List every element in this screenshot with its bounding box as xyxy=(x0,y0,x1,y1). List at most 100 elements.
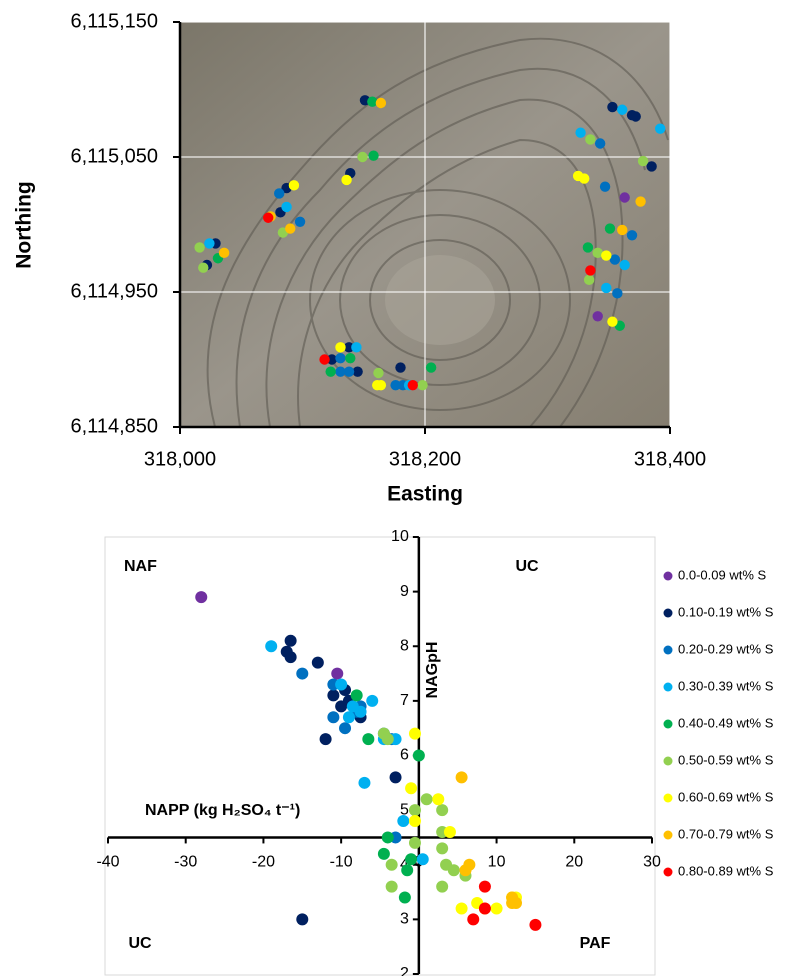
data-point xyxy=(357,152,367,162)
legend-label: 0.80-0.89 wt% S xyxy=(678,863,774,878)
data-point xyxy=(585,134,595,144)
data-point xyxy=(635,196,645,206)
legend-marker xyxy=(664,868,673,877)
data-point xyxy=(579,173,589,183)
legend-label: 0.10-0.19 wt% S xyxy=(678,604,774,619)
data-point xyxy=(409,804,421,816)
x-tick-label: -30 xyxy=(174,854,197,871)
y-tick-label: 6,115,050 xyxy=(71,145,159,167)
data-point xyxy=(327,711,339,723)
data-point xyxy=(289,180,299,190)
y-tick-label: 8 xyxy=(400,637,409,654)
data-point xyxy=(204,238,214,248)
data-point xyxy=(319,354,329,364)
data-point xyxy=(295,217,305,227)
plot-frame xyxy=(105,537,655,975)
data-point xyxy=(607,102,617,112)
x-tick-label: 318,000 xyxy=(144,448,216,470)
data-point xyxy=(285,651,297,663)
data-point xyxy=(335,353,345,363)
data-point xyxy=(456,902,468,914)
data-point xyxy=(619,260,629,270)
legend-label: 0.60-0.69 wt% S xyxy=(678,789,774,804)
legend-label: 0.20-0.29 wt% S xyxy=(678,641,774,656)
data-point xyxy=(194,242,204,252)
data-point xyxy=(358,777,370,789)
data-point xyxy=(281,202,291,212)
data-point xyxy=(405,782,417,794)
legend-marker xyxy=(664,646,673,655)
legend-label: 0.40-0.49 wt% S xyxy=(678,715,774,730)
data-point xyxy=(655,123,665,133)
data-point xyxy=(345,353,355,363)
quadrant-label: UC xyxy=(128,935,152,952)
data-point xyxy=(285,223,295,233)
x-tick-label: 10 xyxy=(488,854,506,871)
data-point xyxy=(296,913,308,925)
data-point xyxy=(325,366,335,376)
data-point xyxy=(408,380,418,390)
data-point xyxy=(612,288,622,298)
data-point xyxy=(373,368,383,378)
data-point xyxy=(376,98,386,108)
data-point xyxy=(459,864,471,876)
x-tick-label: 318,400 xyxy=(634,448,706,470)
data-point xyxy=(417,853,429,865)
data-point xyxy=(444,826,456,838)
data-point xyxy=(343,711,355,723)
x-tick-label: 30 xyxy=(643,854,661,871)
data-point xyxy=(331,668,343,680)
x-tick-label: -40 xyxy=(96,854,119,871)
data-point xyxy=(355,706,367,718)
legend-label: 0.70-0.79 wt% S xyxy=(678,826,774,841)
data-point xyxy=(646,161,656,171)
data-point xyxy=(436,804,448,816)
data-point xyxy=(382,733,394,745)
data-point xyxy=(617,105,627,115)
data-point xyxy=(405,853,417,865)
x-tick-label: -10 xyxy=(330,854,353,871)
data-point xyxy=(600,182,610,192)
y-tick-label: 10 xyxy=(391,528,409,545)
data-point xyxy=(378,848,390,860)
data-point xyxy=(198,263,208,273)
data-point xyxy=(409,837,421,849)
data-point xyxy=(285,635,297,647)
y-tick-label: 6,114,950 xyxy=(71,280,159,302)
data-point xyxy=(510,897,522,909)
data-point xyxy=(595,138,605,148)
data-point xyxy=(397,815,409,827)
data-point xyxy=(631,111,641,121)
legend-marker xyxy=(664,609,673,618)
data-point xyxy=(382,831,394,843)
data-point xyxy=(583,242,593,252)
data-point xyxy=(617,225,627,235)
x-tick-label: 20 xyxy=(565,854,583,871)
data-point xyxy=(263,213,273,223)
data-point xyxy=(386,859,398,871)
data-point xyxy=(335,678,347,690)
data-point xyxy=(432,793,444,805)
legend-label: 0.50-0.59 wt% S xyxy=(678,752,774,767)
data-point xyxy=(601,283,611,293)
quadrant-label: UC xyxy=(515,558,539,575)
legend-marker xyxy=(664,757,673,766)
page: 318,000318,200318,4006,114,8506,114,9506… xyxy=(0,0,809,976)
legend-marker xyxy=(664,683,673,692)
data-point xyxy=(339,722,351,734)
data-point xyxy=(368,150,378,160)
data-point xyxy=(341,175,351,185)
x-axis-title: Easting xyxy=(387,483,463,506)
data-point xyxy=(274,188,284,198)
y-axis-title: NAGpH xyxy=(424,642,441,699)
y-tick-label: 9 xyxy=(400,583,409,600)
data-point xyxy=(296,668,308,680)
data-point xyxy=(627,230,637,240)
data-point xyxy=(399,892,411,904)
data-point xyxy=(409,728,421,740)
data-point xyxy=(467,913,479,925)
y-tick-label: 2 xyxy=(400,965,409,976)
y-tick-label: 3 xyxy=(400,911,409,928)
y-axis-title: Northing xyxy=(13,181,36,268)
data-point xyxy=(390,771,402,783)
